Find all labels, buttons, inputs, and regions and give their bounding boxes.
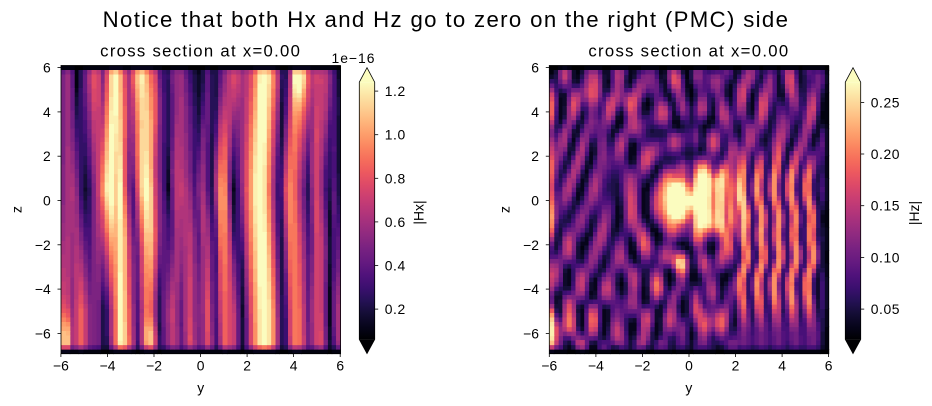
- svg-text:y: y: [197, 379, 204, 395]
- svg-text:z: z: [496, 206, 512, 213]
- svg-text:0.2: 0.2: [385, 301, 406, 317]
- svg-text:|Hz|: |Hz|: [906, 201, 922, 225]
- svg-text:0: 0: [43, 193, 51, 209]
- svg-text:|Hx|: |Hx|: [410, 200, 426, 224]
- svg-text:0: 0: [685, 357, 693, 373]
- svg-text:1.0: 1.0: [385, 127, 406, 143]
- svg-text:Notice that both Hx and Hz go: Notice that both Hx and Hz go to zero on…: [103, 7, 790, 32]
- svg-text:2: 2: [732, 357, 740, 373]
- svg-text:2: 2: [43, 148, 51, 164]
- svg-text:0.25: 0.25: [871, 94, 900, 110]
- svg-text:2: 2: [531, 148, 539, 164]
- svg-text:4: 4: [290, 357, 298, 373]
- svg-text:cross section at x=0.00: cross section at x=0.00: [588, 42, 789, 61]
- svg-text:6: 6: [531, 60, 539, 76]
- svg-text:−4: −4: [35, 281, 51, 297]
- svg-text:y: y: [685, 379, 692, 395]
- svg-text:−2: −2: [146, 357, 162, 373]
- svg-text:cross section at x=0.00: cross section at x=0.00: [100, 42, 301, 61]
- svg-text:0.4: 0.4: [385, 258, 406, 274]
- svg-text:0.20: 0.20: [871, 146, 900, 162]
- svg-text:0.6: 0.6: [385, 214, 406, 230]
- svg-text:0.05: 0.05: [871, 301, 900, 317]
- svg-text:0: 0: [531, 193, 539, 209]
- svg-text:4: 4: [43, 104, 51, 120]
- svg-text:6: 6: [825, 357, 833, 373]
- svg-text:−4: −4: [588, 357, 604, 373]
- svg-text:−4: −4: [100, 357, 116, 373]
- svg-text:−6: −6: [541, 357, 557, 373]
- svg-text:−6: −6: [53, 357, 69, 373]
- svg-text:0: 0: [197, 357, 205, 373]
- svg-text:6: 6: [336, 357, 344, 373]
- svg-text:−4: −4: [523, 281, 539, 297]
- svg-text:2: 2: [243, 357, 251, 373]
- svg-text:−2: −2: [634, 357, 650, 373]
- svg-text:4: 4: [778, 357, 786, 373]
- svg-text:−6: −6: [35, 325, 51, 341]
- svg-text:1e−16: 1e−16: [331, 50, 375, 66]
- svg-text:−6: −6: [523, 325, 539, 341]
- svg-text:0.8: 0.8: [385, 170, 406, 186]
- svg-text:1.2: 1.2: [385, 83, 406, 99]
- svg-text:−2: −2: [35, 237, 51, 253]
- svg-text:z: z: [8, 206, 24, 213]
- svg-text:0.15: 0.15: [871, 198, 900, 214]
- svg-text:4: 4: [531, 104, 539, 120]
- svg-text:−2: −2: [523, 237, 539, 253]
- svg-text:0.10: 0.10: [871, 249, 900, 265]
- svg-text:6: 6: [43, 60, 51, 76]
